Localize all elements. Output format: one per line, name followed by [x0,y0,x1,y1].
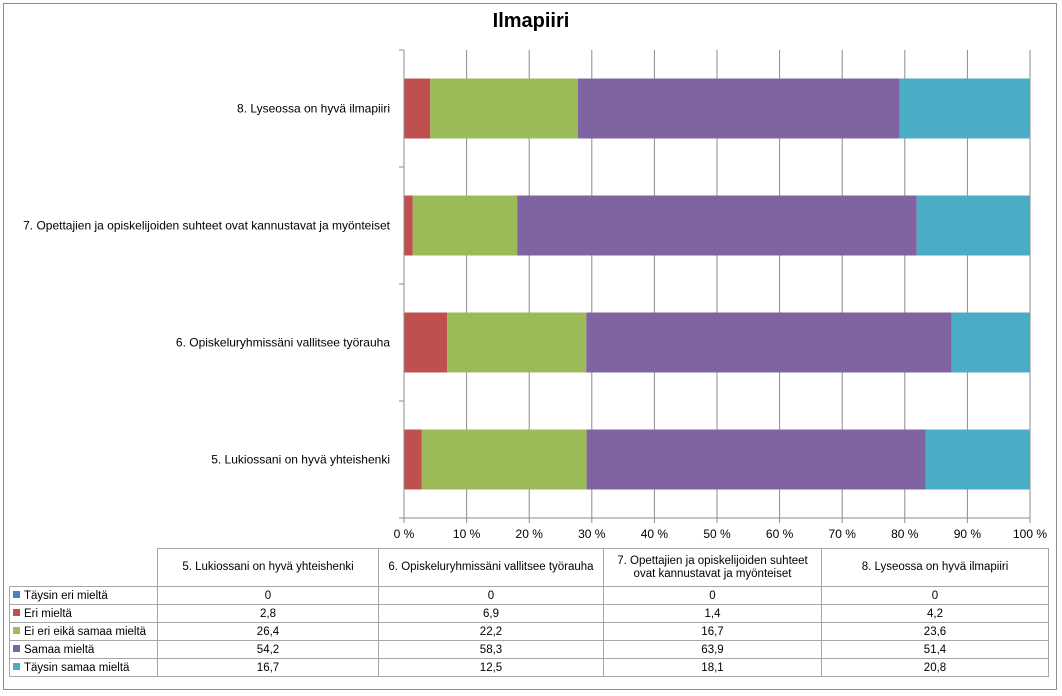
table-cell-value: 0 [157,586,379,605]
table-cell-value: 26,4 [157,622,379,641]
legend-label: Täysin samaa mieltä [24,661,130,674]
table-cell-value: 23,6 [821,622,1049,641]
table-cell-value: 0 [821,586,1049,605]
table-cell-value: 20,8 [821,658,1049,677]
chart-title: Ilmapiiri [492,10,570,32]
bar-segment [925,429,1030,490]
table-cell-value: 4,2 [821,604,1049,623]
category-label: 6. Opiskeluryhmissäni vallitsee työrauha [176,336,390,350]
table-header-cat-7: 7. Opettajien ja opiskelijoiden suhteet … [603,548,822,587]
table-header-cat-6: 6. Opiskeluryhmissäni vallitsee työrauha [378,548,604,587]
table-header-cat-5: 5. Lukiossani on hyvä yhteishenki [157,548,379,587]
x-tick-label: 40 % [641,527,669,541]
x-tick-label: 30 % [578,527,606,541]
bar-segment [404,312,448,373]
category-label: 7. Opettajien ja opiskelijoiden suhteet … [23,219,391,233]
chart-plot: 0 % 10 % 20 % 30 % 40 % 50 % 60 % 70 % 80 % 90 % 1… [23,49,1047,541]
table-cell-value: 16,7 [157,658,379,677]
table-cell-value: 22,2 [378,622,604,641]
table-cell-value: 63,9 [603,640,822,659]
x-tick-label: 20 % [516,527,544,541]
legend-entry: Ei eri eikä samaa mieltä [9,622,158,641]
legend-swatch [13,590,20,598]
bar-segment [430,78,579,139]
table-corner [9,548,158,587]
x-tick-label: 60 % [766,527,794,541]
legend-label: Samaa mieltä [24,643,95,656]
table-cell-value: 0 [603,586,822,605]
legend-label: Ei eri eikä samaa mieltä [24,625,147,638]
category-label: 5. Lukiossani on hyvä yhteishenki [211,453,390,467]
table-row: Samaa mieltä 54,2 58,3 63,9 51,4 [9,640,1049,659]
legend-label: Täysin eri mieltä [24,589,108,602]
legend-entry: Täysin eri mieltä [9,586,158,605]
x-tick-label: 90 % [954,527,982,541]
table-cell-value: 2,8 [157,604,379,623]
bar-segment [412,195,518,256]
table-cell-value: 6,9 [378,604,604,623]
table-cell-value: 18,1 [603,658,822,677]
table-row: Täysin samaa mieltä 16,7 12,5 18,1 20,8 [9,658,1049,677]
x-tick-label: 80 % [891,527,919,541]
table-cell-value: 12,5 [378,658,604,677]
bar-segment [899,78,1030,139]
legend-label: Eri mieltä [24,607,72,620]
legend-swatch [13,644,20,652]
bar-segment [404,195,413,256]
bar-segment [404,78,431,139]
bar-segment [586,429,926,490]
table-row: Eri mieltä 2,8 6,9 1,4 4,2 [9,604,1049,623]
x-tick-label: 10 % [453,527,481,541]
bar-segment [578,78,900,139]
table-cell-value: 54,2 [157,640,379,659]
bar-segment [517,195,917,256]
bar-segment [447,312,587,373]
x-tick-label: 70 % [829,527,857,541]
x-tick-label: 100 % [1013,527,1047,541]
bar-segment [586,312,952,373]
bar-segment [916,195,1030,256]
legend-swatch [13,662,20,670]
table-cell-value: 51,4 [821,640,1049,659]
bar-segment [404,429,422,490]
legend-entry: Samaa mieltä [9,640,158,659]
x-tick-label: 0 % [394,527,415,541]
table-cell-value: 1,4 [603,604,822,623]
table-row: Ei eri eikä samaa mieltä 26,4 22,2 16,7 23,6 [9,622,1049,641]
legend-entry: Täysin samaa mieltä [9,658,158,677]
legend-swatch [13,608,20,616]
table-cell-value: 0 [378,586,604,605]
legend-entry: Eri mieltä [9,604,158,623]
data-table: 5. Lukiossani on hyvä yhteishenki 6. Opi… [9,548,1049,677]
table-cell-value: 16,7 [603,622,822,641]
x-tick-label: 50 % [703,527,731,541]
table-header-cat-8: 8. Lyseossa on hyvä ilmapiiri [821,548,1049,587]
bar-segment [421,429,587,490]
legend-swatch [13,626,20,634]
category-label: 8. Lyseossa on hyvä ilmapiiri [237,102,390,116]
bar-segment [951,312,1030,373]
table-row: Täysin eri mieltä 0 0 0 0 [9,586,1049,605]
table-cell-value: 58,3 [378,640,604,659]
